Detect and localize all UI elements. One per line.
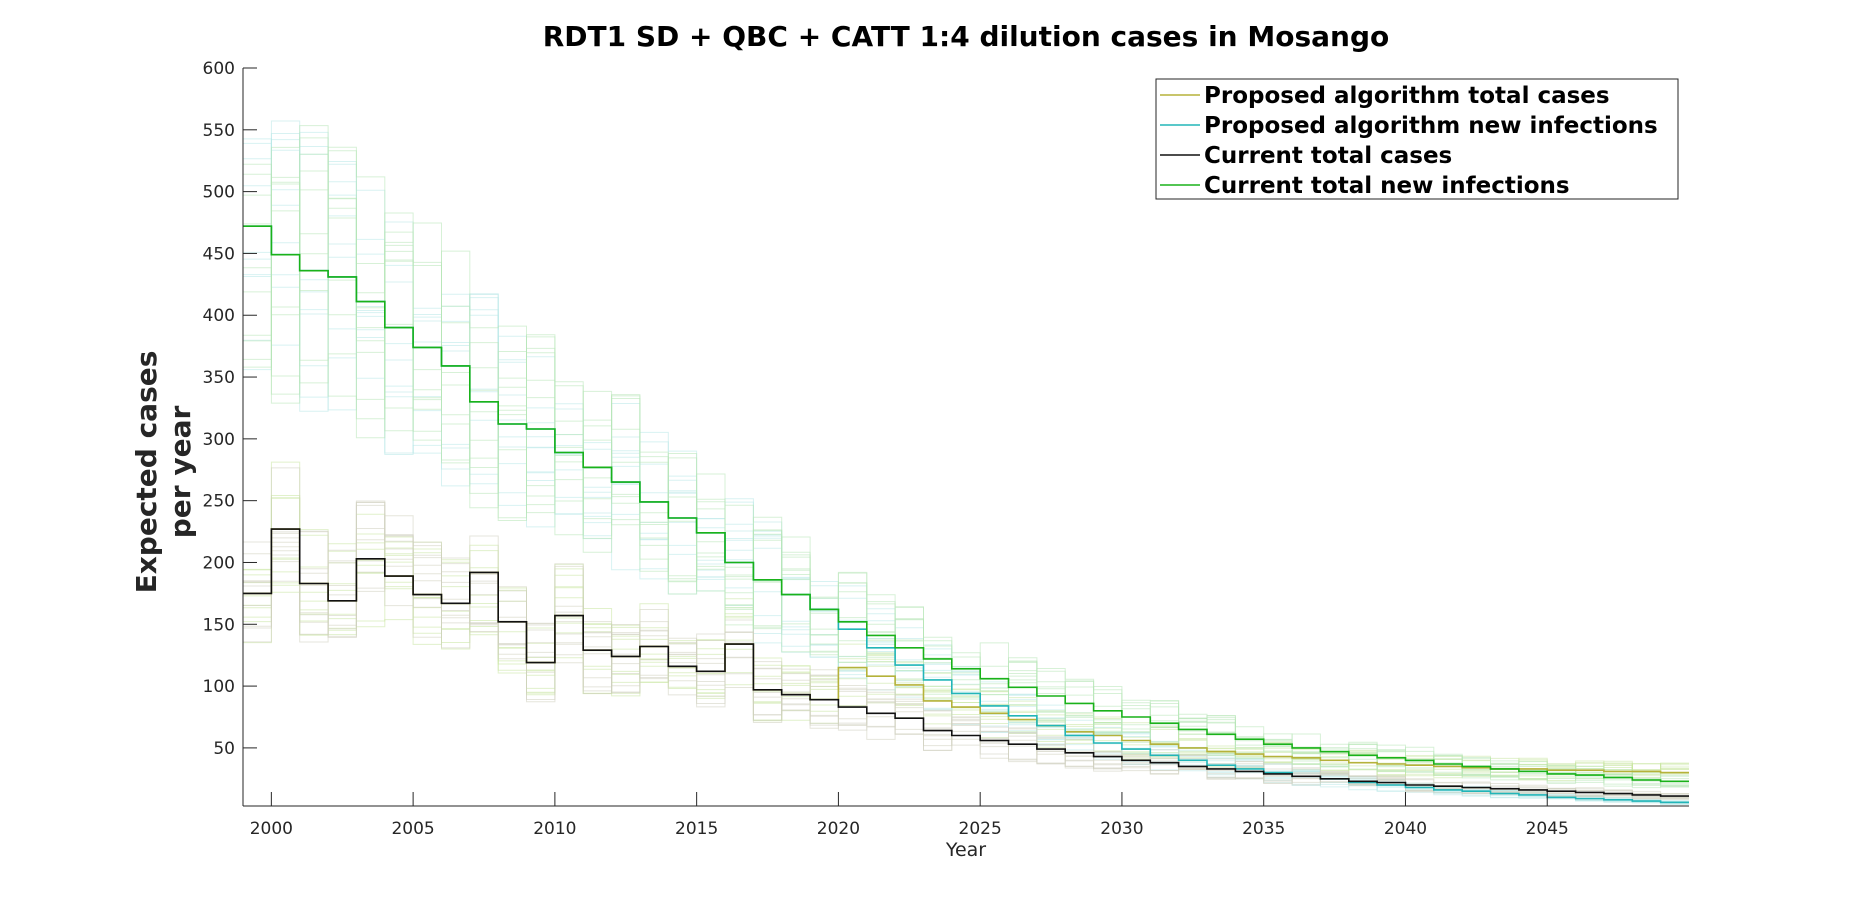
x-tick-label: 2015 [675,819,718,839]
y-tick-label: 500 [203,183,235,203]
run-line [243,529,1689,777]
run-line [243,547,1689,780]
y-tick-label: 450 [203,244,235,264]
x-tick-label: 2020 [817,819,860,839]
x-tick-label: 2030 [1100,819,1143,839]
x-tick-label: 2010 [533,819,576,839]
run-line [243,150,1689,786]
run-line [243,149,1689,804]
x-tick-label: 2000 [250,819,293,839]
run-line [243,181,1689,789]
run-line [243,120,1689,803]
series-lines [243,225,1689,804]
x-tick-label: 2040 [1384,819,1427,839]
run-line [243,153,1689,786]
legend: Proposed algorithm total cases Proposed … [1155,78,1679,200]
chart-title: RDT1 SD + QBC + CATT 1:4 dilution cases … [543,20,1389,53]
run-line [243,500,1689,797]
y-tick-label: 250 [203,492,235,512]
y-tick-label: 300 [203,430,235,450]
x-tick-label: 2025 [959,819,1002,839]
x-tick-label: 2045 [1526,819,1569,839]
run-line [243,137,1689,787]
legend-label-proposed-new: Proposed algorithm new infections [1204,113,1658,139]
run-line [243,528,1689,799]
y-tick-label: 200 [203,553,235,573]
run-line [243,194,1689,783]
x-tick-label: 2035 [1242,819,1285,839]
y-axis-label-line-1: Expected cases [130,351,163,594]
run-line [243,207,1689,786]
y-tick-label: 400 [203,306,235,326]
y-axis-label-line-2: per year [164,406,197,539]
x-axis-label: Year [945,839,986,861]
x-tick-label: 2005 [391,819,434,839]
series-line-2 [243,528,1689,797]
legend-label-current-total: Current total cases [1204,143,1452,169]
legend-label-current-new: Current total new infections [1204,173,1570,199]
y-tick-label: 50 [213,739,235,759]
legend-label-proposed-total: Proposed algorithm total cases [1204,83,1610,109]
series-line-3 [243,225,1689,783]
y-tick-label: 100 [203,677,235,697]
y-tick-label: 350 [203,368,235,388]
axes: 50 100 150 200 250 300 350 400 450 500 550 600 2000 2… [203,59,1689,839]
run-line [243,146,1689,784]
y-tick-label: 150 [203,615,235,635]
legend-box [1155,78,1679,200]
y-tick-label: 550 [203,121,235,141]
y-tick-label: 600 [203,59,235,79]
